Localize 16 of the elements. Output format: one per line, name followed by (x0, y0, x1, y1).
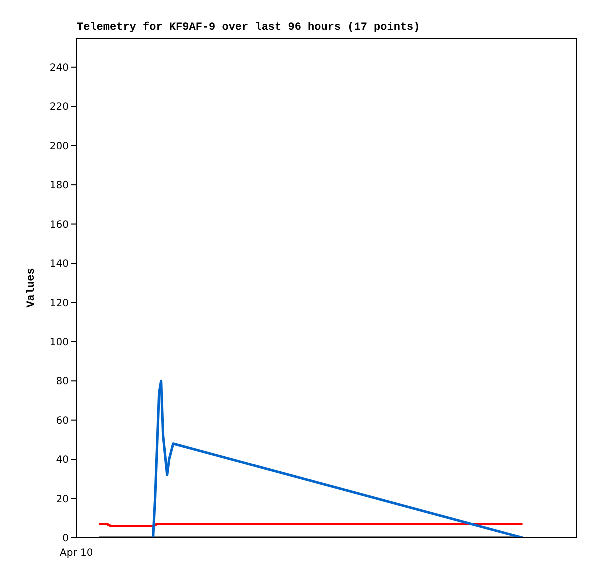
y-tick-label: 80 (56, 376, 69, 388)
y-tick-label: 180 (50, 180, 69, 192)
y-tick-label: 160 (50, 220, 69, 231)
y-tick-label: 240 (50, 62, 69, 74)
y-tick-label: 220 (50, 102, 69, 114)
y-tick-label: 20 (56, 494, 69, 506)
y-tick-label: 120 (50, 298, 69, 310)
y-tick-label: 60 (56, 416, 69, 427)
y-tick-label: 200 (50, 141, 69, 152)
chart-title: Telemetry for KF9AF-9 over last 96 hours (17 points) (77, 22, 420, 34)
y-axis-title: Values (26, 268, 38, 308)
y-tick-label: 0 (62, 534, 69, 545)
y-tick-label: 40 (56, 455, 69, 466)
y-tick-label: 100 (50, 337, 69, 348)
text: Apr 10 (60, 548, 94, 559)
y-tick-label: 140 (50, 259, 69, 270)
